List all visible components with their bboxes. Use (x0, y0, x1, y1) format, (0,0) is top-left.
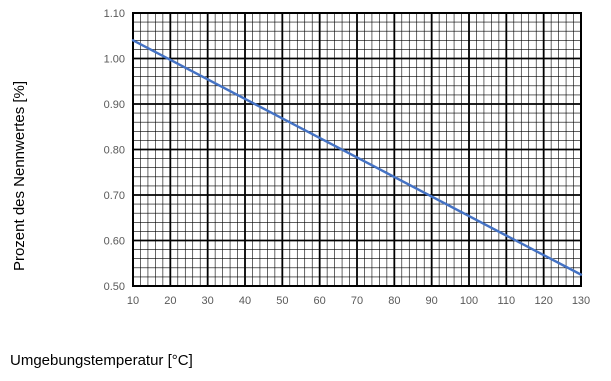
x-tick-label: 10 (127, 295, 139, 307)
x-tick-label: 90 (426, 295, 438, 307)
x-tick-labels: 10 20 30 40 50 60 70 80 90 100 110 120 130 (127, 295, 590, 307)
grid-major (132, 12, 582, 287)
y-tick-label: 0.50 (104, 281, 125, 293)
x-tick-label: 120 (534, 295, 552, 307)
y-tick-labels: 0.50 0.60 0.70 0.80 0.90 1.00 1.10 (104, 8, 125, 293)
y-tick-label: 1.10 (104, 8, 125, 20)
plot-frame (132, 12, 582, 287)
y-axis-title: Prozent des Nennwertes [%] (11, 81, 28, 271)
y-tick-label: 0.60 (104, 236, 125, 248)
y-tick-label: 0.90 (104, 99, 125, 111)
x-tick-label: 70 (351, 295, 363, 307)
x-tick-label: 40 (239, 295, 251, 307)
x-tick-label: 50 (276, 295, 288, 307)
y-tick-label: 0.80 (104, 145, 125, 157)
x-tick-label: 60 (314, 295, 326, 307)
x-tick-label: 80 (388, 295, 400, 307)
x-tick-label: 110 (498, 295, 516, 307)
x-tick-label: 100 (460, 295, 478, 307)
series-line-0 (131, 39, 583, 276)
y-tick-label: 1.00 (104, 54, 125, 66)
x-tick-label: 130 (572, 295, 590, 307)
y-tick-label: 0.70 (104, 190, 125, 202)
x-axis-title: Umgebungstemperatur [°C] (10, 352, 193, 369)
x-tick-label: 30 (202, 295, 214, 307)
x-tick-label: 20 (164, 295, 176, 307)
series-layer (131, 39, 583, 276)
